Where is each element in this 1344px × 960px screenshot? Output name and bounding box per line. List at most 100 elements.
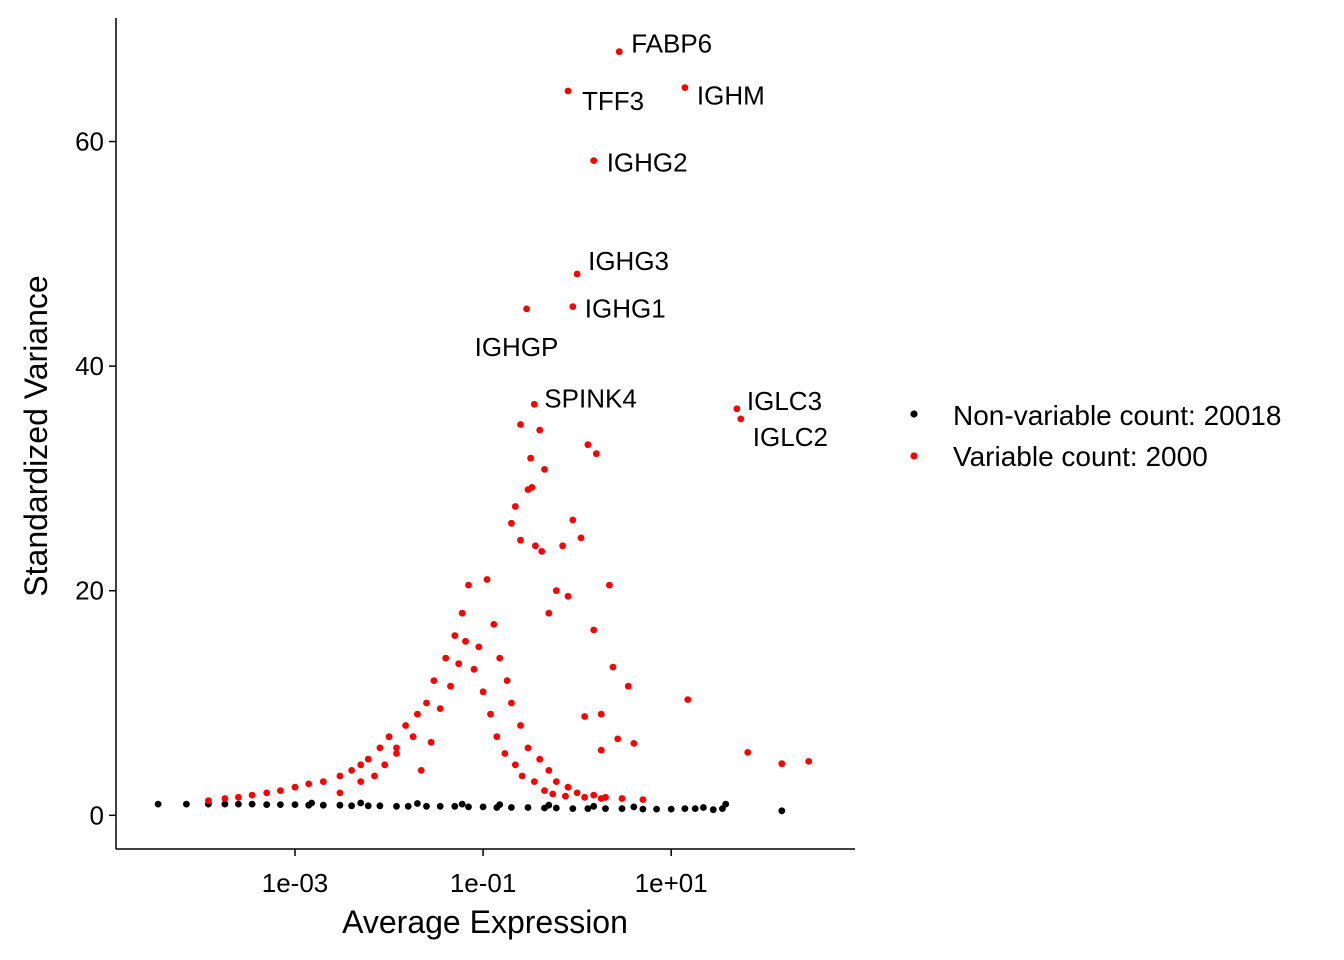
data-point xyxy=(235,793,242,801)
data-point xyxy=(248,791,256,799)
data-point xyxy=(427,738,435,746)
data-point xyxy=(684,696,692,703)
data-point xyxy=(336,772,344,780)
data-point xyxy=(221,800,229,808)
gene-label: IGHM xyxy=(697,81,765,111)
y-tick-label: 20 xyxy=(75,576,104,606)
data-point xyxy=(653,805,660,813)
data-point xyxy=(409,733,417,741)
data-point xyxy=(590,157,598,165)
legend-key-non-variable xyxy=(910,410,918,418)
gene-label: IGHG3 xyxy=(588,246,669,276)
data-point xyxy=(552,804,560,812)
data-point xyxy=(527,454,534,462)
data-point xyxy=(630,803,638,811)
data-point xyxy=(778,807,786,815)
data-point xyxy=(458,800,466,808)
data-point xyxy=(615,48,623,56)
data-point xyxy=(581,713,588,720)
data-point xyxy=(496,654,504,662)
data-point xyxy=(559,542,566,550)
data-point xyxy=(376,802,384,810)
data-point xyxy=(541,466,548,473)
data-point xyxy=(609,663,617,671)
data-point xyxy=(357,778,365,785)
data-point xyxy=(305,780,313,788)
series-non-variable xyxy=(154,799,786,815)
data-point xyxy=(569,303,577,310)
data-point xyxy=(530,778,538,785)
data-point xyxy=(523,305,530,313)
data-point xyxy=(423,699,430,707)
data-point xyxy=(545,767,553,774)
data-point xyxy=(348,802,355,810)
data-point xyxy=(221,795,229,802)
data-point xyxy=(501,750,509,757)
data-point xyxy=(614,735,622,743)
data-point xyxy=(733,405,741,413)
data-point xyxy=(479,688,487,696)
data-point xyxy=(597,746,605,754)
data-point xyxy=(569,805,577,812)
gene-label: IGLC2 xyxy=(753,422,828,452)
data-point xyxy=(511,761,519,769)
data-point xyxy=(584,805,592,812)
data-point xyxy=(451,632,459,639)
data-point xyxy=(414,710,421,718)
data-point xyxy=(524,804,532,811)
data-point xyxy=(436,802,444,810)
data-point xyxy=(564,87,572,95)
data-point xyxy=(564,592,572,600)
data-point xyxy=(465,581,472,589)
data-point xyxy=(536,426,544,434)
data-point xyxy=(606,581,613,589)
data-point xyxy=(602,805,609,812)
data-point xyxy=(518,772,526,780)
data-point xyxy=(700,804,707,811)
data-point xyxy=(577,534,585,542)
data-point xyxy=(536,755,544,763)
data-point xyxy=(562,792,569,800)
data-point xyxy=(402,722,409,729)
data-point xyxy=(538,548,546,555)
data-point xyxy=(573,270,581,278)
data-point xyxy=(235,800,242,808)
data-point xyxy=(517,722,524,729)
x-tick-label: 1e-03 xyxy=(262,868,329,898)
data-point xyxy=(263,801,271,808)
data-point xyxy=(465,803,472,811)
x-tick-label: 1e+01 xyxy=(635,868,708,898)
data-point xyxy=(385,733,393,741)
data-point xyxy=(709,806,717,814)
data-point xyxy=(541,787,548,794)
data-point xyxy=(357,799,365,807)
data-point xyxy=(248,800,256,808)
data-point xyxy=(462,637,469,645)
data-point xyxy=(430,677,438,684)
data-point xyxy=(493,733,501,741)
y-tick-label: 0 xyxy=(90,800,104,830)
gene-label: IGHGP xyxy=(475,332,559,362)
data-point xyxy=(737,415,745,423)
gene-label: FABP6 xyxy=(631,29,712,59)
data-point xyxy=(291,801,299,808)
data-point xyxy=(470,665,478,673)
data-point xyxy=(691,805,699,812)
legend-label-variable: Variable count: 2000 xyxy=(953,441,1208,472)
data-point xyxy=(805,758,813,765)
data-point xyxy=(364,802,372,810)
data-point xyxy=(371,772,378,780)
data-point xyxy=(508,519,515,527)
data-point xyxy=(681,84,689,91)
data-point xyxy=(530,400,538,408)
data-point xyxy=(564,783,572,791)
data-point xyxy=(545,801,553,809)
data-point xyxy=(319,801,327,809)
data-point xyxy=(597,710,605,718)
data-point xyxy=(744,749,752,756)
data-point xyxy=(336,801,344,809)
series-variable xyxy=(205,48,813,805)
data-point xyxy=(624,682,632,690)
y-tick-label: 60 xyxy=(75,127,104,157)
